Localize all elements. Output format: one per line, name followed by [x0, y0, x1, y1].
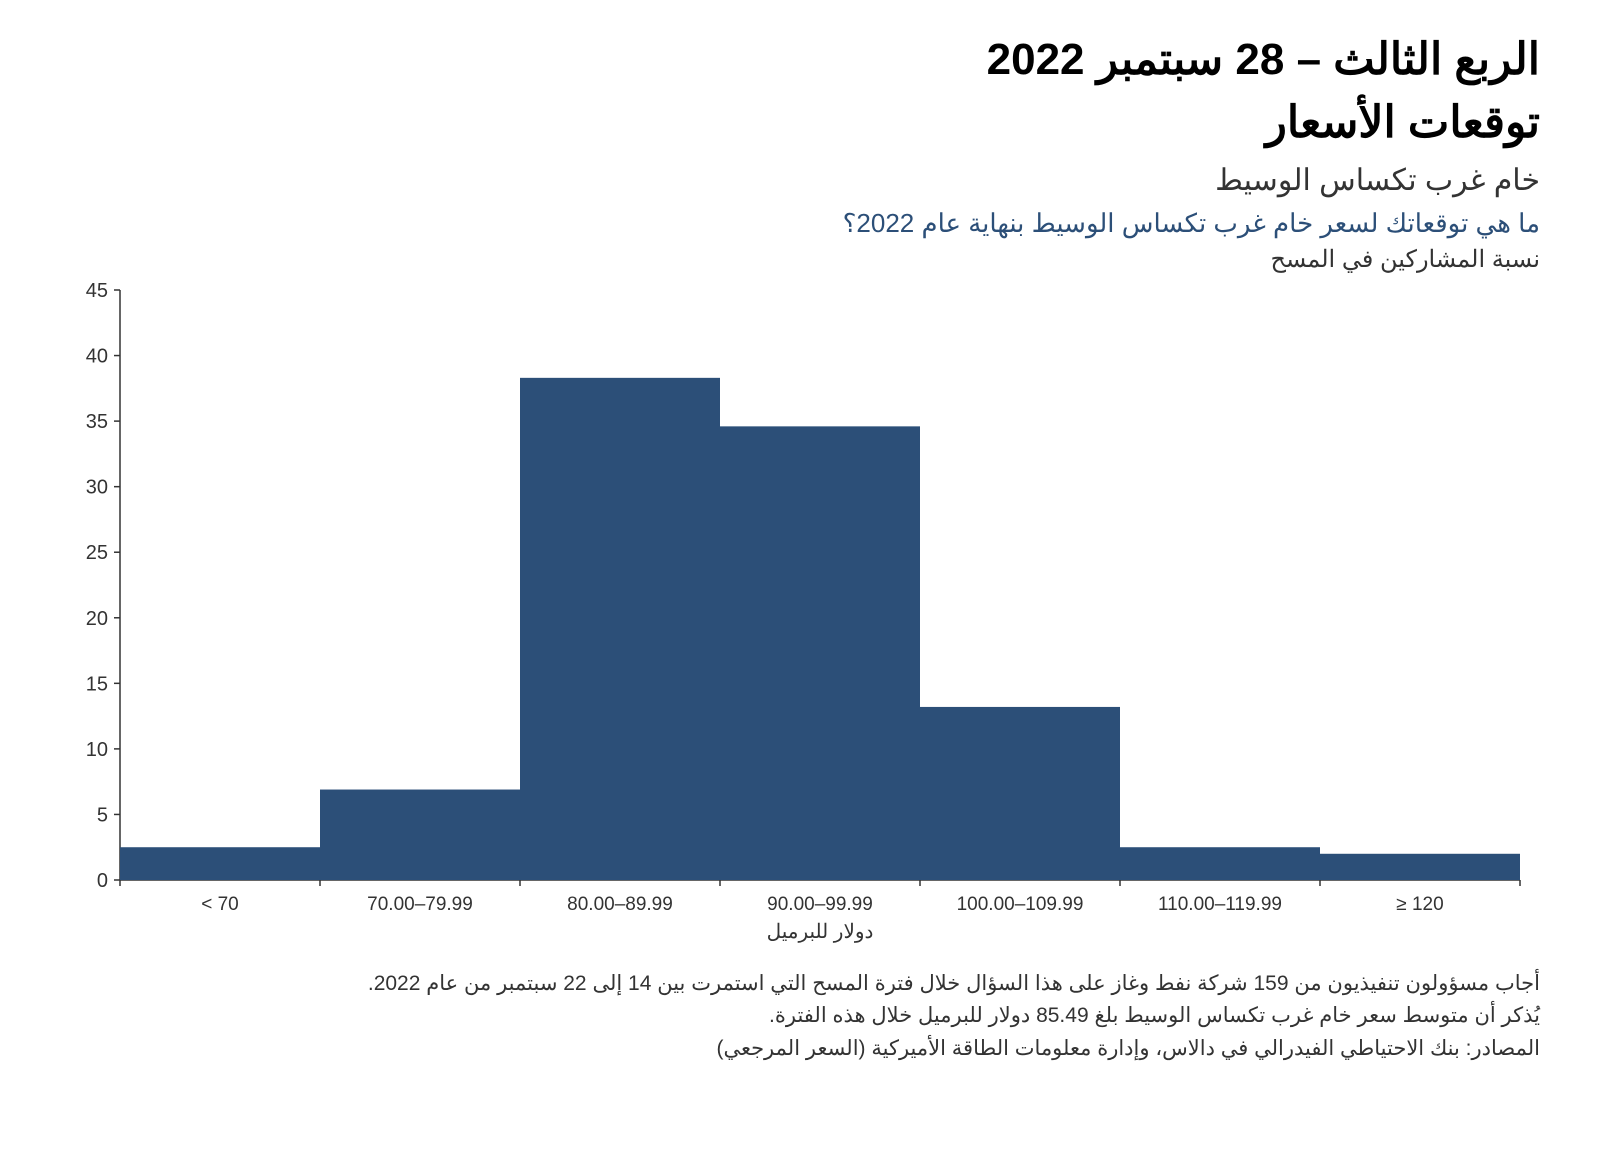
- x-tick-label: 80.00–89.99: [567, 894, 673, 915]
- histogram-chart: 0 5 10 15 20 25 30 35 40 45 < 70 70.00–79.99 80.00–8…: [60, 280, 1540, 960]
- y-tick-label: 0: [97, 870, 108, 892]
- footnote-1: أجاب مسؤولون تنفيذيون من 159 شركة نفط وغ…: [60, 968, 1540, 1001]
- y-tick-label: 30: [86, 476, 108, 498]
- y-axis-description: نسبة المشاركين في المسح: [60, 245, 1540, 274]
- y-tick-label: 45: [86, 280, 108, 302]
- y-tick-label: 40: [86, 345, 108, 367]
- chart-container: 0 5 10 15 20 25 30 35 40 45 < 70 70.00–79.99 80.00–8…: [60, 280, 1540, 960]
- x-tick-label: ≥ 120: [1396, 894, 1443, 915]
- histogram-bar: [920, 707, 1120, 880]
- x-tick-label: < 70: [201, 894, 239, 915]
- histogram-bar: [1120, 847, 1320, 880]
- y-tick-label: 20: [86, 608, 108, 630]
- y-tick-label: 5: [97, 804, 108, 826]
- y-tick-label: 35: [86, 411, 108, 433]
- histogram-bar: [520, 378, 720, 880]
- title-line-2: توقعات الأسعار: [60, 93, 1540, 152]
- footnote-3: المصادر: بنك الاحتياطي الفيدرالي في دالا…: [60, 1033, 1540, 1066]
- page-root: الربع الثالث – 28 سبتمبر 2022 توقعات الأ…: [0, 0, 1600, 1150]
- footnote-2: يُذكر أن متوسط سعر خام غرب تكساس الوسيط …: [60, 1000, 1540, 1033]
- x-tick-label: 100.00–109.99: [957, 894, 1084, 915]
- x-tick-label: 110.00–119.99: [1158, 894, 1282, 915]
- histogram-bar: [720, 426, 920, 880]
- x-tick-label: 70.00–79.99: [367, 894, 473, 915]
- x-tick-label: 90.00–99.99: [767, 894, 873, 915]
- survey-question: ما هي توقعاتك لسعر خام غرب تكساس الوسيط …: [60, 208, 1540, 239]
- histogram-bar: [120, 847, 320, 880]
- y-tick-label: 15: [86, 673, 108, 695]
- histogram-bar: [320, 789, 520, 879]
- title-line-1: الربع الثالث – 28 سبتمبر 2022: [60, 30, 1540, 89]
- subject-line: خام غرب تكساس الوسيط: [60, 163, 1540, 198]
- footnotes: أجاب مسؤولون تنفيذيون من 159 شركة نفط وغ…: [60, 968, 1540, 1066]
- histogram-bar: [1320, 854, 1520, 880]
- y-tick-label: 25: [86, 542, 108, 564]
- y-tick-label: 10: [86, 739, 108, 761]
- x-axis-unit-label: دولار للبرميل: [767, 921, 874, 943]
